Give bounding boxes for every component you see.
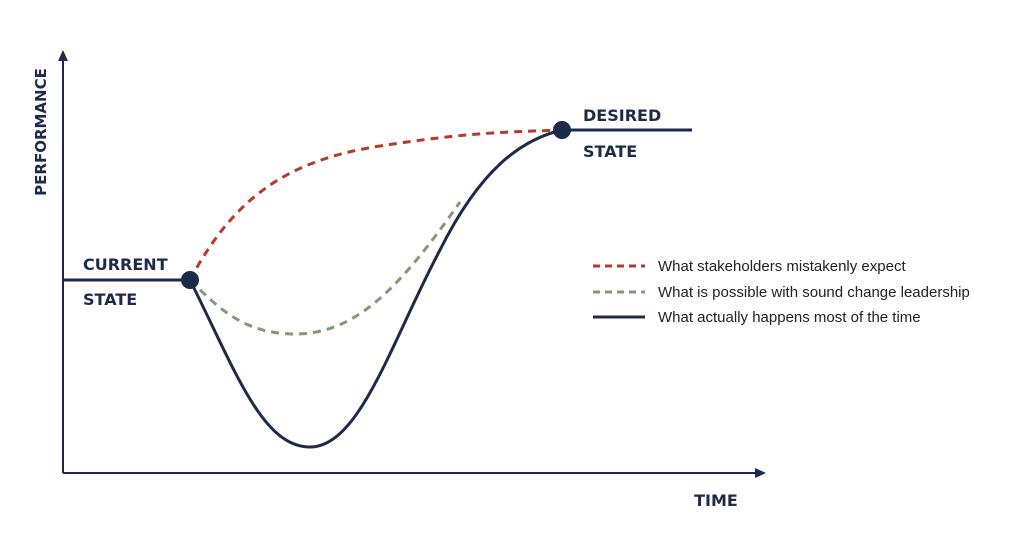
actual-curve (188, 128, 563, 449)
legend-label-actual: What actually happens most of the time (658, 309, 921, 326)
desired-state-point (553, 121, 571, 139)
desired-state-label-line2: STATE (583, 142, 637, 161)
x-axis-label: TIME (694, 491, 738, 510)
current-state-point (181, 271, 199, 289)
current-state-label-line1: CURRENT (83, 255, 168, 274)
expected-curve (188, 128, 563, 281)
possible-curve (188, 201, 462, 336)
legend-item-possible: What is possible with sound change leade… (593, 284, 970, 301)
x-axis-arrow-icon (755, 468, 766, 478)
legend-item-expected: What stakeholders mistakenly expect (593, 258, 906, 275)
axes (58, 50, 766, 478)
current-state-label-line2: STATE (83, 290, 137, 309)
legend-label-possible: What is possible with sound change leade… (658, 284, 970, 301)
y-axis-arrow-icon (58, 50, 68, 61)
legend-label-expected: What stakeholders mistakenly expect (658, 258, 906, 275)
legend: What stakeholders mistakenly expect What… (593, 258, 970, 326)
y-axis-label: PERFORMANCE (32, 68, 50, 196)
legend-item-actual: What actually happens most of the time (593, 309, 921, 326)
desired-state-label-line1: DESIRED (583, 106, 661, 125)
